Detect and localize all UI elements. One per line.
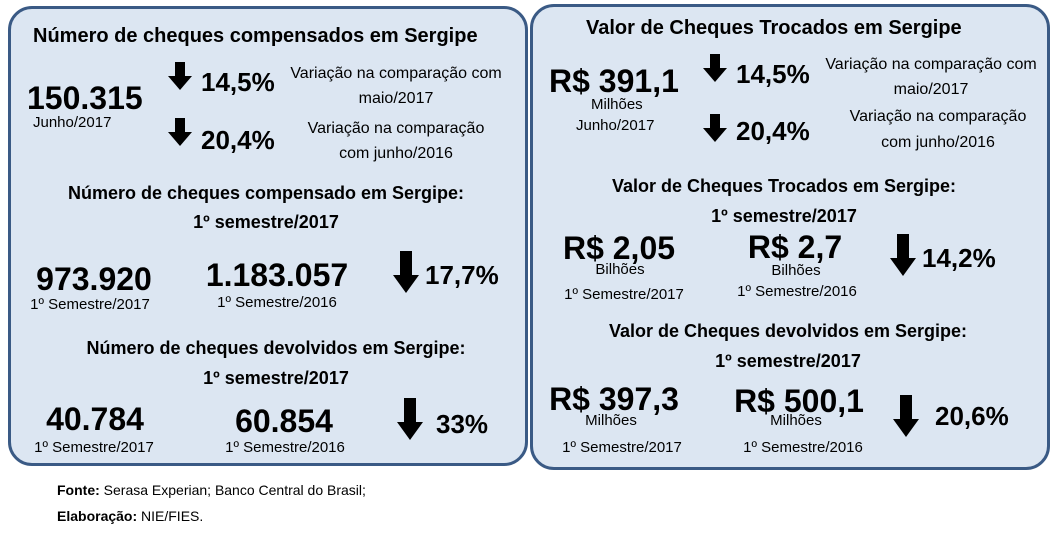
left-s1-change1: 14,5% [201, 67, 275, 97]
arrow-down-icon [397, 398, 423, 440]
right-s2-title-2: 1º semestre/2017 [711, 206, 857, 226]
left-s1-period: Junho/2017 [33, 114, 112, 131]
right-s2-unit-b: Bilhões [771, 262, 821, 279]
arrow-down-icon [168, 62, 192, 90]
credit-text: NIE/FIES. [137, 508, 204, 524]
left-s3-title-1: Número de cheques devolvidos em Sergipe: [86, 338, 466, 358]
left-s2-title-1: Número de cheques compensado em Sergipe: [67, 183, 465, 203]
right-s2-value-b: R$ 2,7 [747, 229, 843, 265]
right-s1-change2: 20,4% [736, 116, 810, 146]
left-s2-label-a: 1º Semestre/2017 [30, 296, 150, 313]
right-s1-change2-desc-2: com junho/2016 [881, 134, 995, 151]
source-label: Fonte: [57, 482, 100, 498]
right-s1-unit: Milhões [591, 96, 643, 113]
arrow-down-icon [703, 114, 727, 142]
right-s2-unit-a: Bilhões [595, 261, 645, 278]
right-s3-label-a: 1º Semestre/2017 [562, 439, 682, 456]
right-s3-change: 20,6% [935, 401, 1009, 431]
right-s3-title-1: Valor de Cheques devolvidos em Sergipe: [608, 321, 968, 341]
left-s1-change1-desc-2: maio/2017 [358, 90, 434, 107]
right-s3-unit-a: Milhões [585, 412, 637, 429]
arrow-down-icon [168, 118, 192, 146]
right-s1-change2-desc-1: Variação na comparação [849, 108, 1027, 125]
left-s1-change2-desc-1: Variação na comparação [307, 120, 485, 137]
right-s1-period: Junho/2017 [576, 117, 655, 134]
right-s1-title: Valor de Cheques Trocados em Sergipe [586, 17, 962, 39]
right-s2-title-1: Valor de Cheques Trocados em Sergipe: [611, 176, 957, 196]
right-s2-value-a: R$ 2,05 [562, 230, 676, 266]
right-s3-value-b: R$ 500,1 [734, 383, 864, 419]
arrow-down-icon [893, 395, 919, 437]
right-s1-change1-desc-1: Variação na comparação com [825, 56, 1037, 73]
left-s1-change1-desc-1: Variação na comparação com [290, 65, 502, 82]
left-s1-change2: 20,4% [201, 125, 275, 155]
credit-label: Elaboração: [57, 508, 138, 524]
right-s2-label-a: 1º Semestre/2017 [564, 286, 684, 303]
left-s3-change: 33% [436, 409, 489, 439]
left-s3-label-b: 1º Semestre/2016 [225, 439, 345, 456]
credit-note: Elaboração: NIE/FIES. [57, 508, 203, 524]
left-s3-label-a: 1º Semestre/2017 [34, 439, 154, 456]
checks-count-panel [8, 6, 528, 466]
right-s1-change1: 14,5% [736, 59, 810, 89]
right-s3-label-b: 1º Semestre/2016 [743, 439, 863, 456]
right-s2-label-b: 1º Semestre/2016 [737, 283, 857, 300]
left-s2-label-b: 1º Semestre/2016 [217, 294, 337, 311]
right-s2-change: 14,2% [922, 243, 996, 273]
checks-value-panel [530, 4, 1050, 470]
right-s3-unit-b: Milhões [770, 412, 822, 429]
left-s3-value-b: 60.854 [235, 403, 333, 439]
right-s3-value-a: R$ 397,3 [549, 381, 679, 417]
left-s2-title-2: 1º semestre/2017 [193, 212, 339, 232]
left-s1-change2-desc-2: com junho/2016 [339, 145, 453, 162]
right-s3-title-2: 1º semestre/2017 [715, 351, 861, 371]
arrow-down-icon [890, 234, 916, 276]
left-s1-value: 150.315 [27, 80, 143, 116]
right-s1-value: R$ 391,1 [549, 63, 679, 99]
left-s1-title: Número de cheques compensados em Sergipe [33, 25, 478, 47]
left-s3-title-2: 1º semestre/2017 [203, 368, 349, 388]
left-s3-value-a: 40.784 [46, 401, 144, 437]
source-text: Serasa Experian; Banco Central do Brasil… [99, 482, 366, 498]
left-s2-value-a: 973.920 [36, 261, 152, 297]
arrow-down-icon [703, 54, 727, 82]
left-s2-change: 17,7% [425, 260, 499, 290]
arrow-down-icon [393, 251, 419, 293]
right-s1-change1-desc-2: maio/2017 [893, 81, 969, 98]
left-s2-value-b: 1.183.057 [205, 257, 349, 293]
source-note: Fonte: Serasa Experian; Banco Central do… [57, 482, 366, 498]
